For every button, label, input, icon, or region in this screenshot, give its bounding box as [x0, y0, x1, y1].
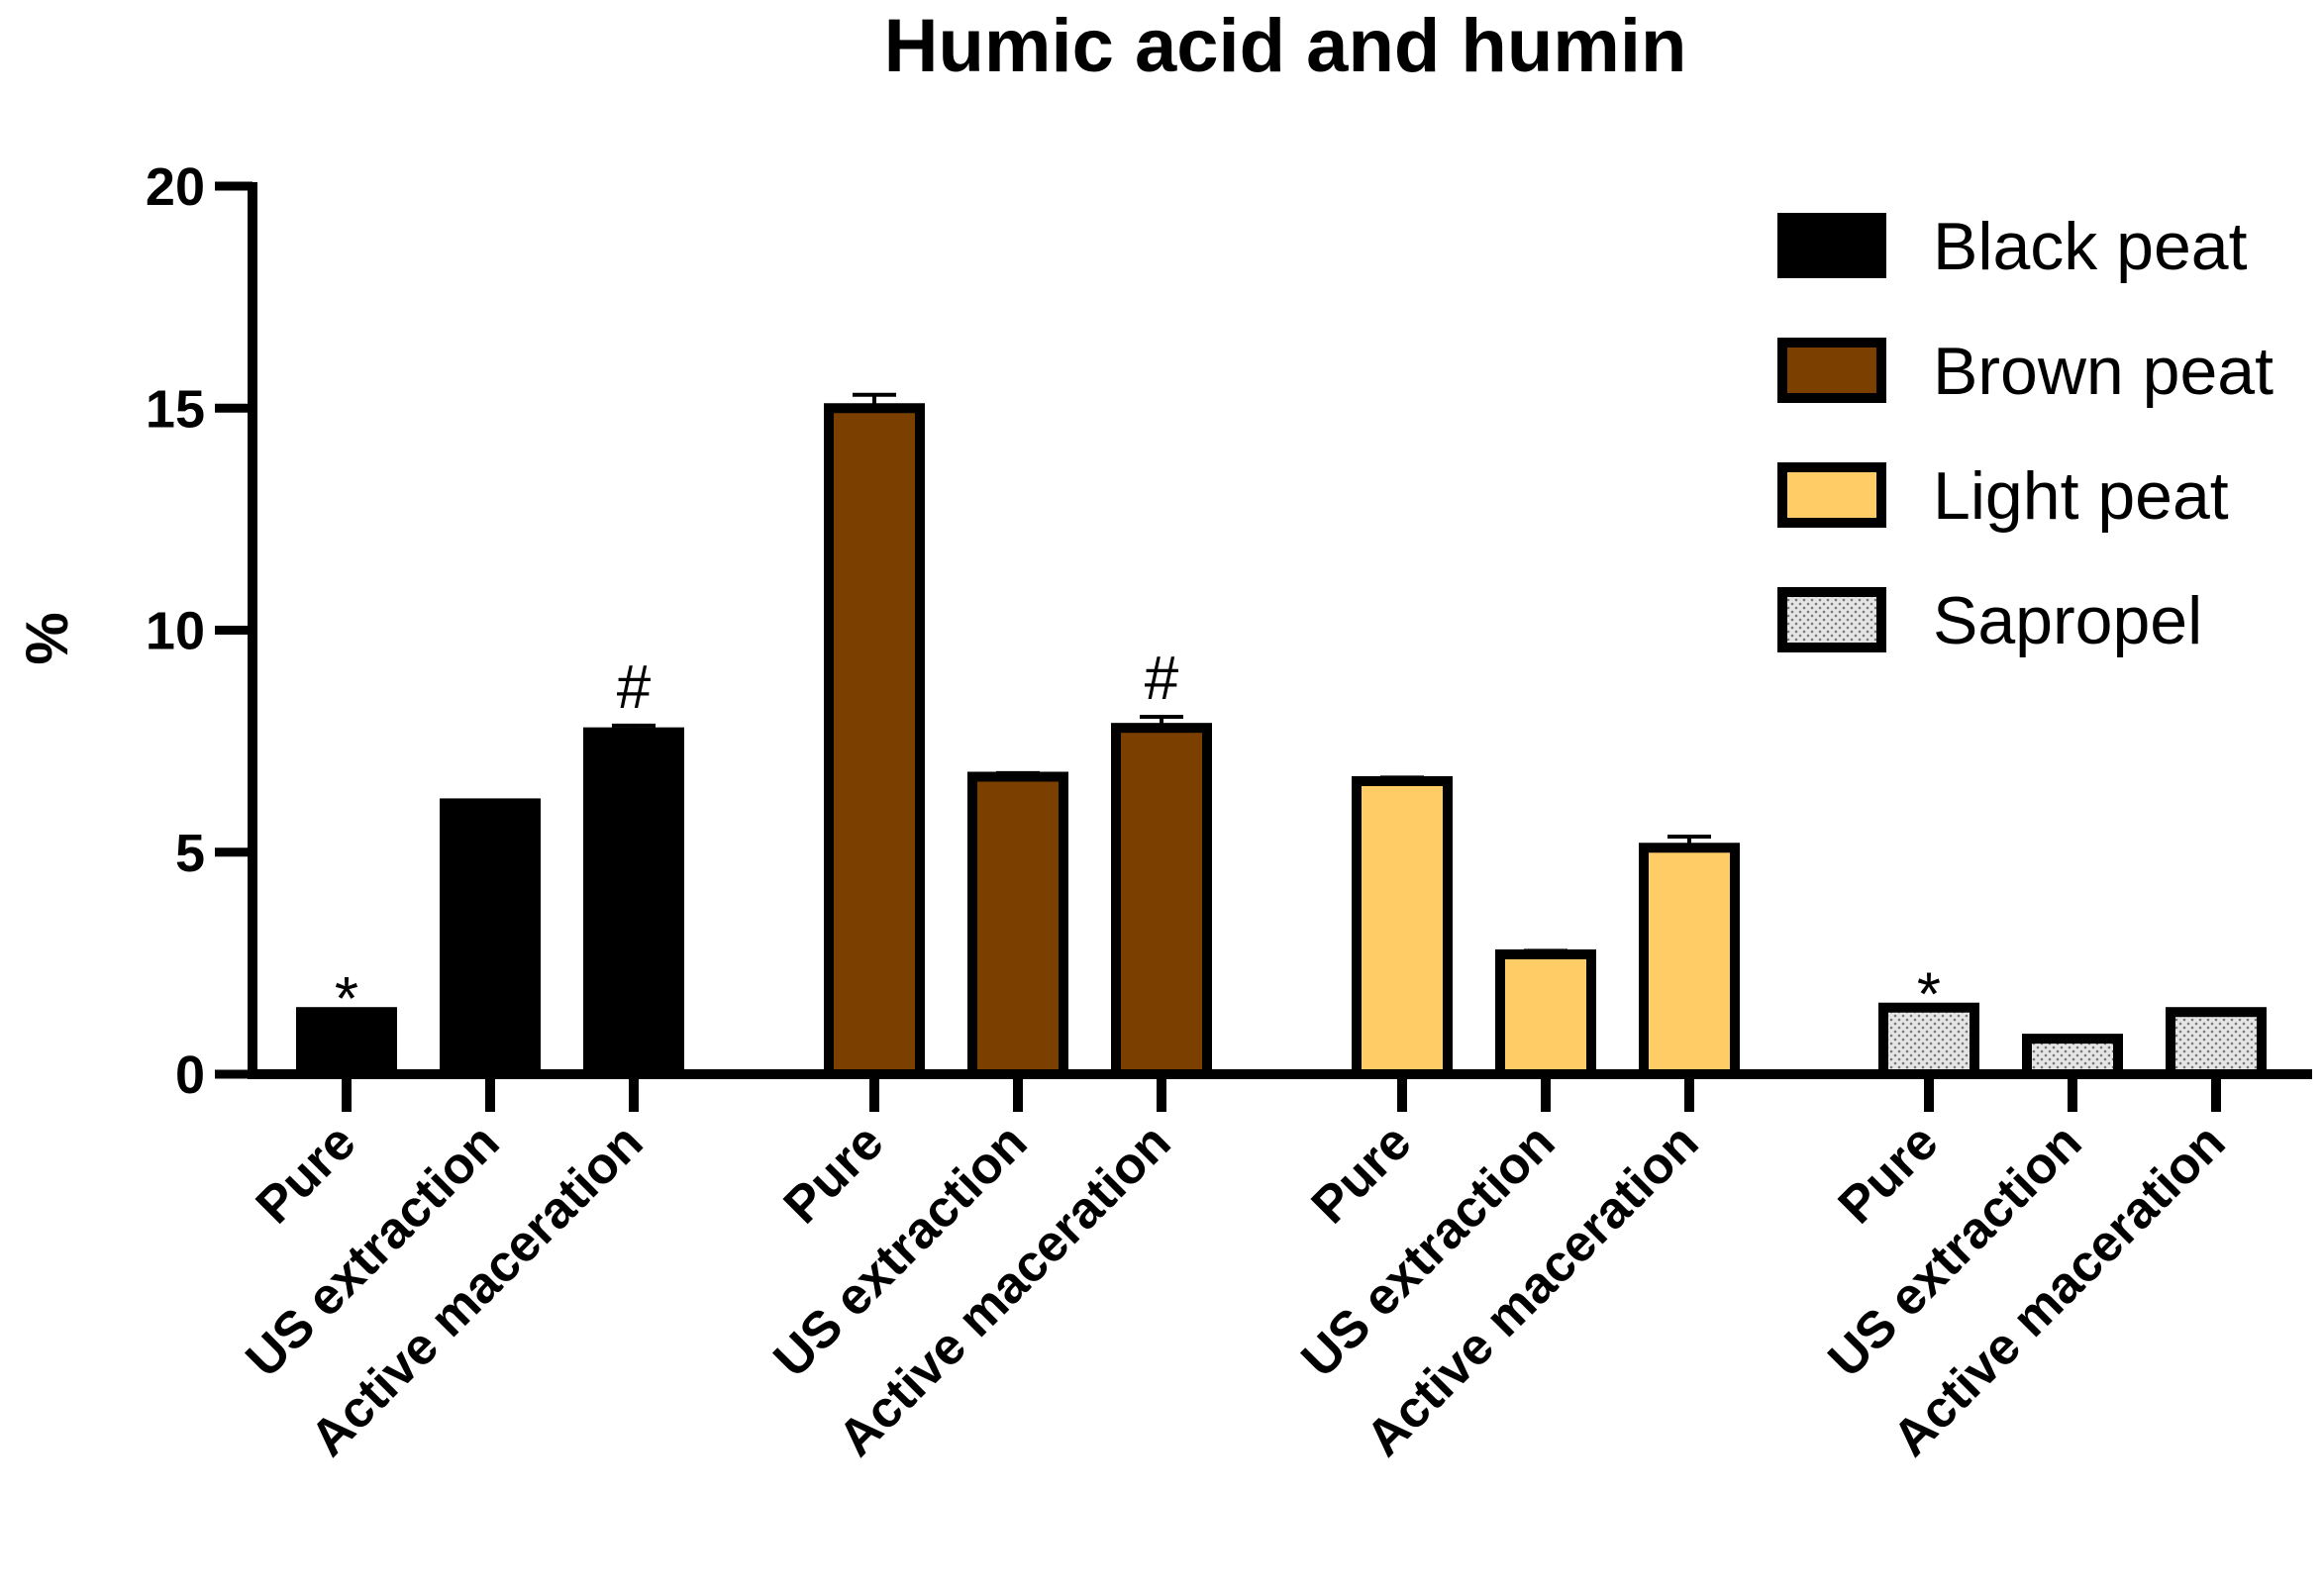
significance-marker: #	[1145, 645, 1179, 713]
x-tick-label: US extraction	[762, 1113, 1038, 1388]
significance-marker: #	[617, 653, 652, 722]
x-tick-label: Pure	[246, 1113, 367, 1235]
bar-light-peat-1	[1352, 775, 1453, 1079]
bar-light-peat-3	[1639, 843, 1740, 1080]
bar-brown-peat-3	[1111, 723, 1212, 1079]
significance-marker: *	[1917, 960, 1941, 1029]
legend-label: Sapropel	[1933, 583, 2202, 658]
y-tick-label: 20	[146, 157, 205, 217]
bar-brown-peat-2	[967, 771, 1068, 1079]
bar-sapropel-3	[2166, 1007, 2267, 1080]
bar-light-peat-2	[1495, 948, 1596, 1080]
legend-swatch-light-peat	[1777, 462, 1886, 528]
chart-title: Humic acid and humin	[884, 4, 1687, 88]
y-tick-label: 15	[146, 379, 205, 439]
legend-swatch-brown-peat	[1777, 338, 1886, 403]
legend-label: Light peat	[1933, 458, 2229, 534]
x-tick-label: Pure	[773, 1113, 895, 1235]
x-tick-label: US extraction	[1290, 1113, 1566, 1388]
y-tick-label: 10	[146, 602, 205, 661]
y-tick-label: 5	[175, 824, 205, 883]
legend-swatch-black-peat	[1777, 213, 1886, 278]
bar-sapropel-2	[2022, 1034, 2123, 1079]
legend-label: Black peat	[1933, 209, 2248, 284]
significance-marker: *	[335, 965, 358, 1034]
x-tick-label: US extraction	[1817, 1113, 2092, 1388]
y-axis-label: %	[14, 612, 80, 664]
bar-black-peat-3	[583, 727, 684, 1080]
bar-brown-peat-1	[824, 403, 925, 1079]
x-tick-label: Pure	[1301, 1113, 1423, 1235]
x-tick-label: US extraction	[235, 1113, 510, 1388]
legend-label: Brown peat	[1933, 334, 2273, 409]
x-tick-label: Pure	[1828, 1113, 1950, 1235]
bar-black-peat-2	[440, 798, 541, 1079]
legend-swatch-sapropel	[1777, 587, 1886, 652]
y-tick-label: 0	[175, 1045, 205, 1105]
